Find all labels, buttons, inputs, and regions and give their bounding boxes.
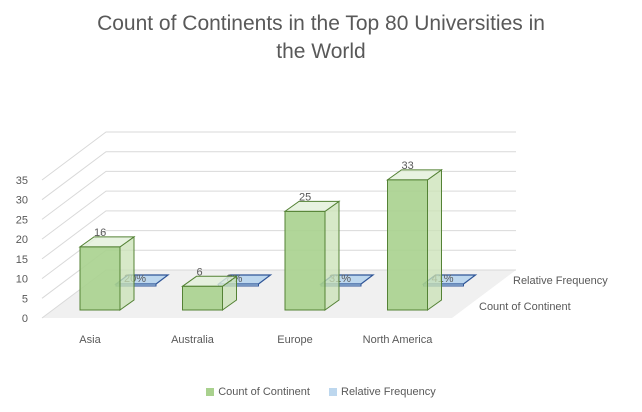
gridline [41,190,516,240]
gridline [41,131,516,181]
y-tick-label: 25 [16,214,28,226]
count-bar [284,210,326,311]
chart-title-line-2: the World [276,40,366,63]
gridline [41,170,516,220]
y-tick-label: 15 [16,254,28,266]
gridline [41,210,516,260]
y-tick-label: 5 [22,293,28,305]
legend-swatch-count [206,388,215,396]
chart-title-line-1: Count of Continents in the Top 80 Univer… [97,12,545,35]
legend-label-count: Count of Continent [218,386,310,398]
legend-label-relative: Relative Frequency [341,386,436,398]
y-tick-label: 20 [16,234,28,246]
count-data-label: 6 [197,266,203,278]
depth-label-count: Count of Continent [479,301,571,313]
count-data-label: 16 [94,227,106,239]
x-category-label: Australia [171,334,215,346]
y-tick-label: 10 [16,274,28,286]
legend-item-relative: Relative Frequency [329,386,436,398]
y-tick-label: 30 [16,195,28,207]
legend-swatch-relative [329,388,337,396]
count-bar-side [324,200,340,311]
x-category-label: Asia [79,334,101,346]
count-bar [387,179,428,311]
count-bar-side [119,235,135,311]
legend: Count of Continent Relative Frequency [0,386,642,398]
legend-item-count: Count of Continent [206,386,310,398]
count-data-label: 33 [402,160,414,172]
count-bar [182,285,223,311]
y-tick-label: 35 [16,175,28,187]
count-bar [79,246,121,311]
y-tick-label: 0 [22,313,28,325]
gridline [41,151,516,201]
count-data-label: 25 [299,191,311,203]
x-category-label: Europe [277,334,312,346]
x-category-label: North America [363,334,434,346]
count-bar-side [427,168,442,311]
depth-label-relative: Relative Frequency [513,275,608,287]
gridline [41,230,516,280]
